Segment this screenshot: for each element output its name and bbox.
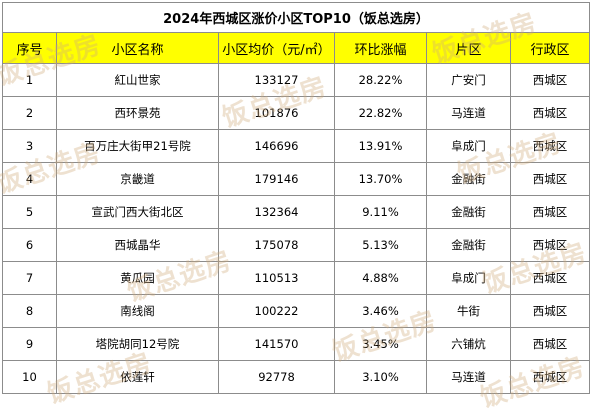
row-price: 101876 xyxy=(218,96,335,130)
row-no: 8 xyxy=(2,294,57,328)
row-area: 马连道 xyxy=(426,360,511,394)
row-no: 10 xyxy=(2,360,57,394)
row-name: 百万庄大街甲21号院 xyxy=(56,129,219,163)
row-name: 塔院胡同12号院 xyxy=(56,327,219,361)
row-price: 110513 xyxy=(218,261,335,295)
row-change: 9.11% xyxy=(334,195,427,229)
row-change: 3.46% xyxy=(334,294,427,328)
row-change: 5.13% xyxy=(334,228,427,262)
row-district: 西城区 xyxy=(509,228,591,262)
row-change: 13.91% xyxy=(334,129,427,163)
row-name: 西环景苑 xyxy=(56,96,219,130)
header-row: 序号 小区名称 小区均价（元/㎡） 环比涨幅 片区 行政区 xyxy=(2,32,591,64)
row-district: 西城区 xyxy=(509,360,591,394)
row-name: 黄瓜园 xyxy=(56,261,219,295)
header-area: 片区 xyxy=(426,32,511,64)
row-district: 西城区 xyxy=(509,294,591,328)
row-no: 5 xyxy=(2,195,57,229)
row-area: 牛街 xyxy=(426,294,511,328)
row-name: 西城晶华 xyxy=(56,228,219,262)
header-district: 行政区 xyxy=(509,32,591,64)
row-no: 2 xyxy=(2,96,57,130)
table-row: 8 南线阁 100222 3.46% 牛街 西城区 xyxy=(2,294,591,328)
row-no: 3 xyxy=(2,129,57,163)
row-area: 六铺炕 xyxy=(426,327,511,361)
table-row: 6 西城晶华 175078 5.13% 金融街 西城区 xyxy=(2,228,591,262)
table-row: 2 西环景苑 101876 22.82% 马连道 西城区 xyxy=(2,96,591,130)
row-no: 4 xyxy=(2,162,57,196)
row-no: 7 xyxy=(2,261,57,295)
row-district: 西城区 xyxy=(509,327,591,361)
row-district: 西城区 xyxy=(509,96,591,130)
header-price: 小区均价（元/㎡） xyxy=(218,32,335,64)
row-price: 146696 xyxy=(218,129,335,163)
row-no: 6 xyxy=(2,228,57,262)
row-district: 西城区 xyxy=(509,195,591,229)
header-name: 小区名称 xyxy=(56,32,219,64)
row-no: 9 xyxy=(2,327,57,361)
row-name: 南线阁 xyxy=(56,294,219,328)
row-price: 133127 xyxy=(218,63,335,97)
price-table-sheet: 2024年西城区涨价小区TOP10（饭总选房） 序号 小区名称 小区均价（元/㎡… xyxy=(1,2,591,398)
table-row: 9 塔院胡同12号院 141570 3.45% 六铺炕 西城区 xyxy=(2,327,591,361)
row-price: 132364 xyxy=(218,195,335,229)
table-row: 1 紅山世家 133127 28.22% 广安门 西城区 xyxy=(2,63,591,97)
row-area: 阜成门 xyxy=(426,129,511,163)
row-change: 3.45% xyxy=(334,327,427,361)
row-name: 京畿道 xyxy=(56,162,219,196)
row-district: 西城区 xyxy=(509,129,591,163)
row-price: 92778 xyxy=(218,360,335,394)
row-price: 141570 xyxy=(218,327,335,361)
table-title: 2024年西城区涨价小区TOP10（饭总选房） xyxy=(1,2,591,33)
row-name: 紅山世家 xyxy=(56,63,219,97)
row-price: 100222 xyxy=(218,294,335,328)
row-price: 179146 xyxy=(218,162,335,196)
table-row: 5 宣武门西大街北区 132364 9.11% 金融街 西城区 xyxy=(2,195,591,229)
row-no: 1 xyxy=(2,63,57,97)
row-area: 阜成门 xyxy=(426,261,511,295)
row-district: 西城区 xyxy=(509,63,591,97)
row-name: 宣武门西大街北区 xyxy=(56,195,219,229)
row-name: 依莲轩 xyxy=(56,360,219,394)
row-change: 3.10% xyxy=(334,360,427,394)
row-area: 广安门 xyxy=(426,63,511,97)
row-change: 13.70% xyxy=(334,162,427,196)
row-area: 金融街 xyxy=(426,162,511,196)
price-table: 2024年西城区涨价小区TOP10（饭总选房） 序号 小区名称 小区均价（元/㎡… xyxy=(1,2,591,394)
row-change: 4.88% xyxy=(334,261,427,295)
table-row: 10 依莲轩 92778 3.10% 马连道 西城区 xyxy=(2,360,591,394)
row-area: 马连道 xyxy=(426,96,511,130)
header-change: 环比涨幅 xyxy=(334,32,427,64)
row-price: 175078 xyxy=(218,228,335,262)
table-row: 7 黄瓜园 110513 4.88% 阜成门 西城区 xyxy=(2,261,591,295)
row-area: 金融街 xyxy=(426,228,511,262)
header-no: 序号 xyxy=(2,32,57,64)
row-area: 金融街 xyxy=(426,195,511,229)
table-row: 3 百万庄大街甲21号院 146696 13.91% 阜成门 西城区 xyxy=(2,129,591,163)
row-change: 22.82% xyxy=(334,96,427,130)
row-district: 西城区 xyxy=(509,162,591,196)
row-district: 西城区 xyxy=(509,261,591,295)
row-change: 28.22% xyxy=(334,63,427,97)
table-row: 4 京畿道 179146 13.70% 金融街 西城区 xyxy=(2,162,591,196)
